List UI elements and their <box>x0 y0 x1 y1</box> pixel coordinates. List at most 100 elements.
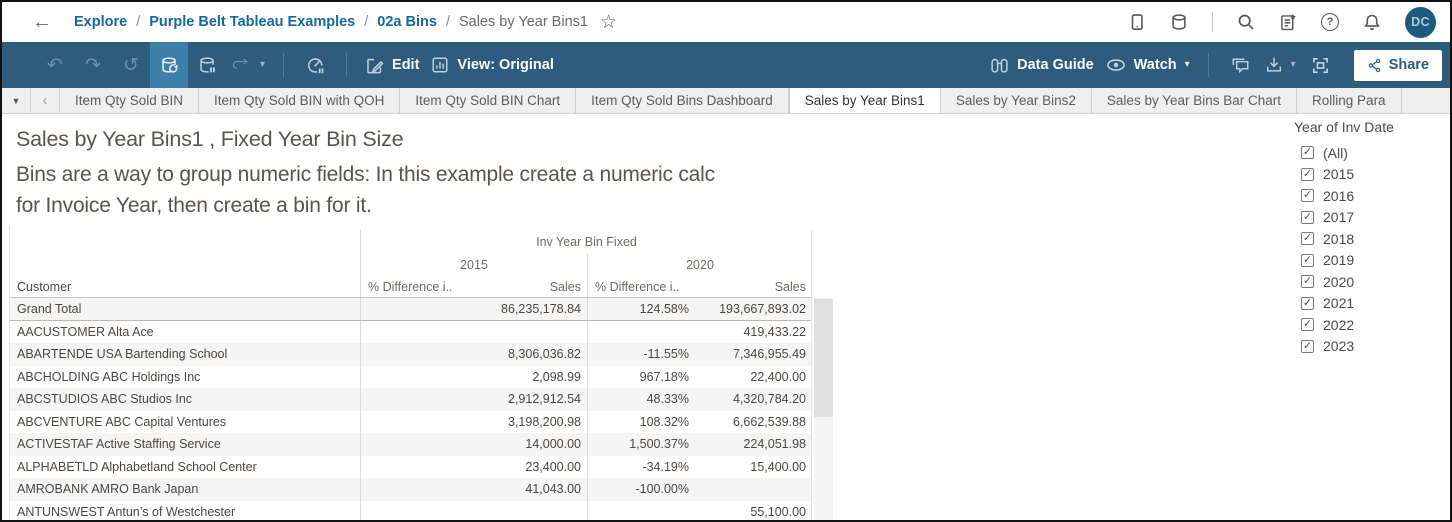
diff-column-header-2020[interactable]: % Difference i.. <box>587 276 697 297</box>
breadcrumb-explore[interactable]: Explore <box>74 14 128 30</box>
data-source-icon[interactable] <box>1170 13 1188 31</box>
sales-2020-cell[interactable]: 7,346,955.49 <box>733 347 806 361</box>
sales-2015-cell[interactable]: 86,235,178.84 <box>501 302 581 316</box>
sales-column-header-2015[interactable]: Sales <box>549 279 581 294</box>
filter-option-2020[interactable]: ✓ 2020 <box>1294 271 1444 293</box>
filter-option-2019[interactable]: ✓ 2019 <box>1294 250 1444 272</box>
filter-option-2016[interactable]: ✓ 2016 <box>1294 185 1444 207</box>
sales-2020-cell[interactable]: 15,400.00 <box>750 459 806 474</box>
sales-2015-cell[interactable] <box>472 501 587 521</box>
diff-2015-cell[interactable] <box>360 365 472 388</box>
tab-item-qty-sold-bin-chart[interactable]: Item Qty Sold BIN Chart <box>400 88 577 113</box>
edit-button[interactable]: Edit <box>359 42 425 88</box>
sales-2020-cell[interactable]: 22,400.00 <box>750 369 806 384</box>
diff-2015-cell[interactable] <box>360 455 472 478</box>
diff-column-header-2015[interactable]: % Difference i.. <box>360 276 472 297</box>
back-arrow-icon[interactable]: ← <box>32 11 52 33</box>
customer-cell[interactable]: AMROBANK AMRO Bank Japan <box>17 482 199 496</box>
run-flow-button[interactable]: ▾ <box>226 42 271 88</box>
download-button[interactable]: ▾ <box>1259 42 1302 88</box>
breadcrumb-project[interactable]: Purple Belt Tableau Examples <box>149 14 356 30</box>
sales-2015-cell[interactable]: 3,198,200.98 <box>508 414 581 429</box>
notifications-bell-icon[interactable] <box>1363 13 1381 31</box>
tab-sales-by-year-bins-bar-chart[interactable]: Sales by Year Bins Bar Chart <box>1092 88 1298 113</box>
tab-scroll-left-button[interactable]: ‹ <box>31 88 60 113</box>
diff-2020-cell[interactable]: 124.58% <box>587 298 697 320</box>
device-layout-icon[interactable] <box>1128 13 1146 31</box>
user-avatar[interactable]: DC <box>1405 6 1436 38</box>
tab-item-qty-sold-bin-with-qoh[interactable]: Item Qty Sold BIN with QOH <box>199 88 401 113</box>
diff-2015-cell[interactable] <box>360 343 472 366</box>
checkbox-checked-icon[interactable]: ✓ <box>1301 210 1314 224</box>
filter-option-2022[interactable]: ✓ 2022 <box>1294 314 1444 336</box>
metrics-button[interactable] <box>296 42 334 88</box>
diff-2015-cell[interactable] <box>360 478 472 501</box>
my-requests-icon[interactable] <box>1279 13 1297 31</box>
tab-item-qty-sold-bins-dashboard[interactable]: Item Qty Sold Bins Dashboard <box>576 88 789 113</box>
customer-cell[interactable]: AACUSTOMER Alta Ace <box>17 324 154 339</box>
breadcrumb-workbook[interactable]: 02a Bins <box>377 14 437 30</box>
tab-sales-by-year-bins1[interactable]: Sales by Year Bins1 <box>788 88 941 113</box>
diff-2020-cell[interactable]: 48.33% <box>587 388 697 411</box>
checkbox-checked-icon[interactable]: ✓ <box>1301 275 1314 289</box>
vertical-scrollbar[interactable] <box>814 298 833 520</box>
diff-2015-cell[interactable] <box>360 388 472 411</box>
tab-list-dropdown-button[interactable]: ▼ <box>2 88 31 113</box>
search-icon[interactable] <box>1237 13 1255 31</box>
diff-2020-cell[interactable] <box>587 500 697 520</box>
fullscreen-button[interactable] <box>1302 42 1340 88</box>
checkbox-checked-icon[interactable]: ✓ <box>1301 146 1314 160</box>
sales-2015-cell[interactable]: 14,000.00 <box>525 437 581 451</box>
filter-option-2017[interactable]: ✓ 2017 <box>1294 207 1444 229</box>
customer-cell[interactable]: Grand Total <box>17 302 82 316</box>
checkbox-checked-icon[interactable]: ✓ <box>1301 253 1314 267</box>
diff-2015-cell[interactable] <box>360 320 472 343</box>
favorite-star-icon[interactable]: ☆ <box>599 11 617 33</box>
customer-cell[interactable]: ABARTENDE USA Bartending School <box>17 347 228 361</box>
refresh-data-button[interactable] <box>150 42 188 88</box>
diff-2020-cell[interactable] <box>587 320 697 343</box>
customer-cell[interactable]: ABCVENTURE ABC Capital Ventures <box>17 414 227 429</box>
checkbox-checked-icon[interactable]: ✓ <box>1301 339 1314 353</box>
diff-2020-cell[interactable]: -100.00% <box>587 478 697 501</box>
year-header-2020[interactable]: 2020 <box>587 254 812 276</box>
diff-2015-cell[interactable] <box>360 298 472 320</box>
checkbox-checked-icon[interactable]: ✓ <box>1301 318 1314 332</box>
sales-2015-cell[interactable]: 2,912,912.54 <box>508 392 581 406</box>
filter-option-2015[interactable]: ✓ 2015 <box>1294 164 1444 186</box>
data-guide-button[interactable]: Data Guide <box>984 42 1100 88</box>
sales-2015-cell[interactable]: 8,306,036.82 <box>508 347 581 361</box>
help-icon[interactable]: ? <box>1321 13 1339 31</box>
tab-sales-by-year-bins2[interactable]: Sales by Year Bins2 <box>941 88 1092 113</box>
tab-rolling-para[interactable]: Rolling Para <box>1297 88 1402 113</box>
sales-2020-cell[interactable]: 419,433.22 <box>743 324 806 339</box>
filter-option-2023[interactable]: ✓ 2023 <box>1294 336 1444 358</box>
sales-2015-cell[interactable]: 23,400.00 <box>525 459 581 474</box>
filter-option-2021[interactable]: ✓ 2021 <box>1294 293 1444 315</box>
sales-2020-cell[interactable]: 6,662,539.88 <box>733 414 806 429</box>
undo-button[interactable]: ↶ <box>36 42 74 88</box>
span-header[interactable]: Inv Year Bin Fixed <box>360 230 812 254</box>
view-button[interactable]: View: Original <box>425 42 559 88</box>
redo-button[interactable]: ↷ <box>74 42 112 88</box>
customer-cell[interactable]: ACTIVESTAF Active Staffing Service <box>17 437 221 451</box>
customer-column-header[interactable]: Customer <box>17 279 72 294</box>
share-button[interactable]: Share <box>1353 49 1442 81</box>
scrollbar-thumb[interactable] <box>814 299 833 417</box>
pause-updates-button[interactable] <box>188 42 226 88</box>
sales-2020-cell[interactable] <box>697 478 812 501</box>
watch-button[interactable]: Watch ▾ <box>1100 42 1196 88</box>
checkbox-checked-icon[interactable]: ✓ <box>1301 189 1314 203</box>
tab-item-qty-sold-bin[interactable]: Item Qty Sold BIN <box>60 88 200 113</box>
diff-2020-cell[interactable]: -34.19% <box>587 455 697 478</box>
customer-cell[interactable]: ABCSTUDIOS ABC Studios Inc <box>17 392 193 406</box>
checkbox-checked-icon[interactable]: ✓ <box>1301 167 1314 181</box>
revert-button[interactable]: ↺ <box>112 42 150 88</box>
sales-2015-cell[interactable] <box>472 321 587 344</box>
sales-2015-cell[interactable]: 41,043.00 <box>525 482 581 496</box>
comments-button[interactable] <box>1221 42 1259 88</box>
diff-2015-cell[interactable] <box>360 500 472 520</box>
customer-cell[interactable]: ANTUNSWEST Antun’s of Westchester <box>17 504 236 519</box>
diff-2015-cell[interactable] <box>360 410 472 433</box>
filter-option-2018[interactable]: ✓ 2018 <box>1294 228 1444 250</box>
